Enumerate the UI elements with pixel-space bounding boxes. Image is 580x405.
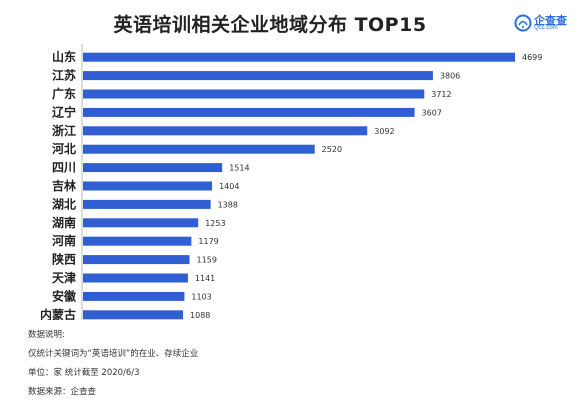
notes-source: 数据来源：企查查 — [28, 387, 97, 397]
value-label: 3712 — [431, 90, 451, 99]
category-label: 四川 — [52, 161, 76, 175]
category-label: 辽宁 — [52, 104, 76, 119]
bar — [83, 181, 213, 191]
bar-chart: 山东 4699 江苏 3806 广东 3712 辽宁 3607 浙江 3092 河北 2520 四川 15… — [40, 44, 542, 320]
category-label: 湖南 — [52, 215, 76, 230]
bar — [83, 255, 190, 265]
bar — [83, 144, 315, 154]
value-label: 1159 — [197, 256, 217, 265]
category-label: 安徽 — [52, 288, 77, 303]
value-label: 2520 — [322, 145, 342, 154]
category-label: 河北 — [51, 141, 76, 156]
value-label: 1179 — [198, 237, 218, 246]
value-label: 1103 — [191, 292, 211, 301]
category-label: 河南 — [51, 233, 76, 248]
bar — [83, 107, 415, 117]
value-label: 1141 — [195, 274, 215, 283]
category-label: 吉林 — [52, 178, 76, 193]
notes-unit-date: 单位：家 统计截至 2020/6/3 — [28, 368, 140, 378]
category-label: 天津 — [52, 270, 76, 285]
value-label: 1253 — [205, 219, 225, 228]
notes-heading: 数据说明: — [28, 330, 65, 340]
bar — [83, 199, 211, 209]
brand-logo: 企查查 Qcc.com — [514, 12, 572, 38]
category-label: 广东 — [52, 86, 76, 101]
logo-domain: Qcc.com — [534, 25, 558, 31]
bar — [83, 218, 199, 228]
category-label: 陕西 — [52, 252, 76, 267]
category-label: 内蒙古 — [40, 307, 76, 320]
category-label: 浙江 — [52, 123, 76, 138]
value-label: 3806 — [440, 72, 460, 81]
value-label: 1514 — [229, 164, 249, 173]
value-label: 1404 — [219, 182, 239, 191]
bar — [83, 310, 184, 320]
bar — [83, 71, 433, 81]
qcc-logo-icon — [514, 14, 532, 32]
value-label: 1088 — [190, 311, 210, 320]
logo-name: 企查查 — [534, 14, 567, 27]
value-label: 4699 — [522, 53, 542, 62]
bar — [83, 52, 515, 62]
bar — [83, 291, 185, 301]
value-label: 3092 — [374, 127, 394, 136]
bar — [83, 126, 368, 136]
category-label: 山东 — [52, 49, 76, 64]
bar — [83, 236, 192, 246]
value-label: 3607 — [422, 108, 442, 117]
bar — [83, 89, 425, 99]
bar — [83, 163, 223, 173]
notes-scope: 仅统计关键词为“英语培训”的在业、存续企业 — [28, 349, 199, 359]
category-label: 江苏 — [52, 68, 76, 83]
chart-title: 英语培训相关企业地域分布 TOP15 — [113, 14, 427, 36]
value-label: 1388 — [218, 200, 238, 209]
bar — [83, 273, 188, 283]
data-notes: 数据说明: 仅统计关键词为“英语培训”的在业、存续企业 单位：家 统计截至 20… — [28, 326, 568, 402]
category-label: 湖北 — [52, 196, 76, 211]
